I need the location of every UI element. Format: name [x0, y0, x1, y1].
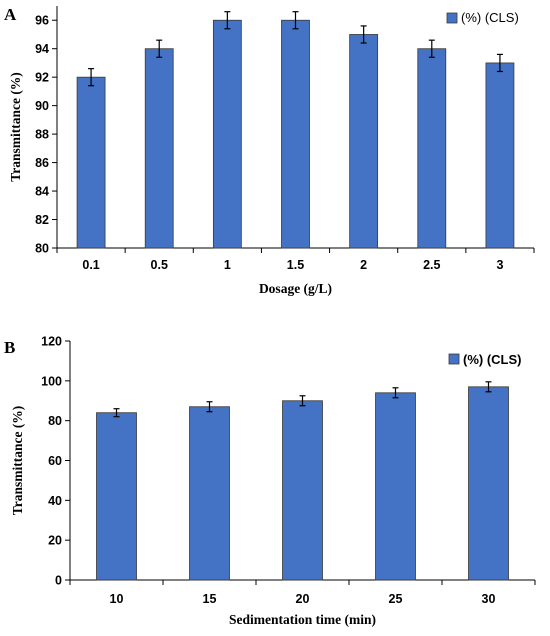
panel-b-bar — [96, 412, 137, 581]
panel-b-bar — [189, 406, 230, 581]
panel-a-bar — [144, 48, 174, 249]
panel-b-y-tick-label: 0 — [55, 574, 62, 588]
panel-b-y-tick-label: 120 — [41, 335, 62, 349]
panel-a-bar — [485, 62, 515, 249]
panel-b-x-tick-label: 10 — [110, 592, 124, 606]
panel-a-legend-label: (%) (CLS) — [461, 10, 519, 25]
panel-a-bar — [417, 48, 447, 249]
panel-a-bar — [212, 19, 242, 249]
panel-b-label: B — [4, 338, 15, 357]
panel-a-y-tick-label: 96 — [35, 14, 49, 28]
panel-b-y-tick-label: 80 — [48, 414, 62, 428]
panel-a-x-tick-label: 0.5 — [151, 258, 168, 272]
panel-a-bar — [76, 76, 106, 249]
panel-a-y-tick-label: 84 — [35, 185, 49, 199]
panel-a-bar — [349, 34, 379, 249]
panel-b-y-tick-label: 20 — [48, 534, 62, 548]
panel-b-x-axis-title: Sedimentation time (min) — [229, 612, 376, 627]
panel-a-y-tick-label: 92 — [35, 71, 49, 85]
panel-a-x-axis-title: Dosage (g/L) — [259, 281, 332, 296]
panel-a-y-tick-label: 80 — [35, 242, 49, 256]
panel-a-x-tick-label: 2 — [360, 258, 367, 272]
panel-b-legend-label: (%) (CLS) — [463, 352, 522, 367]
panel-a-y-tick-label: 82 — [35, 213, 49, 227]
panel-a-bar — [281, 19, 310, 249]
panel-a-x-tick-label: 1.5 — [287, 258, 304, 272]
panel-a-x-tick-label: 3 — [496, 258, 503, 272]
panel-b-x-tick-label: 30 — [482, 592, 496, 606]
panel-b-y-tick-label: 100 — [41, 374, 62, 388]
panel-a-y-tick-label: 88 — [35, 128, 49, 142]
panel-b-legend-swatch — [448, 353, 460, 365]
panel-a-label: A — [4, 5, 17, 24]
panel-b-bar — [468, 386, 509, 581]
panel-b-x-tick-label: 25 — [389, 592, 403, 606]
panel-a-y-tick-label: 94 — [35, 42, 49, 56]
panel-a-y-tick-label: 86 — [35, 156, 49, 170]
panel-b-y-tick-label: 40 — [48, 494, 62, 508]
panel-a-x-tick-label: 1 — [224, 258, 231, 272]
panel-b-bar — [375, 392, 416, 581]
panel-a-x-tick-label: 2.5 — [423, 258, 440, 272]
panel-b-x-tick-label: 20 — [296, 592, 310, 606]
panel-b-bar — [282, 400, 323, 581]
panel-a-legend-swatch — [446, 12, 458, 24]
panel-b-y-axis-title: Transmittance (%) — [10, 406, 25, 516]
panel-b-y-tick-label: 60 — [48, 454, 62, 468]
panel-b-x-tick-label: 15 — [203, 592, 217, 606]
panel-a-y-axis-title: Transmittance (%) — [8, 72, 23, 182]
panel-a-y-tick-label: 90 — [35, 99, 49, 113]
panel-a-x-tick-label: 0.1 — [82, 258, 99, 272]
